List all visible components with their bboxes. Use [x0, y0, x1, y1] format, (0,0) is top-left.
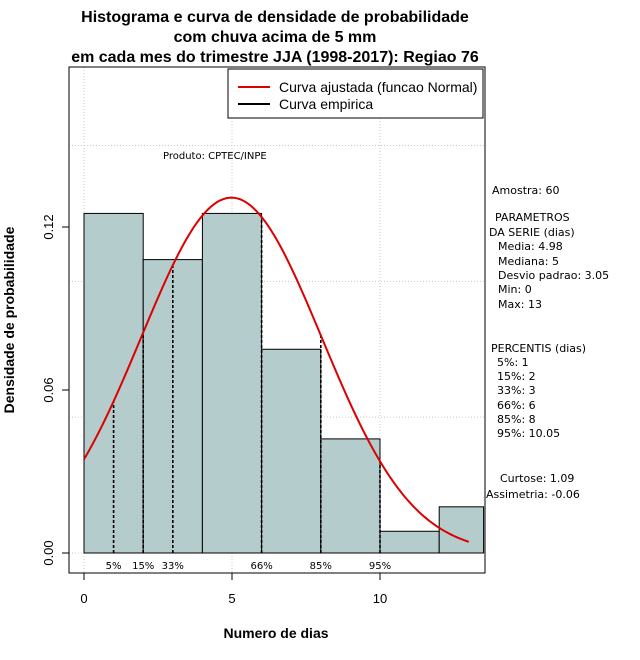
stat-p33: 33%: 3 — [497, 384, 536, 397]
y-tick-label: 0.00 — [41, 540, 56, 565]
histogram-bar — [379, 530, 440, 554]
stat-p66: 66%: 6 — [497, 399, 536, 412]
stat-p85: 85%: 8 — [497, 413, 536, 426]
percentile-label: 85% — [310, 561, 332, 572]
title-line-3: em cada mes do trimestre JJA (1998-2017)… — [71, 49, 479, 66]
title-line-1: Histograma e curva de densidade de proba… — [81, 9, 469, 26]
x-tick-label: 10 — [373, 591, 387, 606]
stat-p5: 5%: 1 — [497, 356, 529, 369]
x-axis-label: Numero de dias — [223, 625, 328, 641]
y-axis: 0.00 0.06 0.12 — [41, 214, 70, 566]
x-tick-label: 5 — [228, 591, 235, 606]
histogram-bar — [438, 506, 485, 554]
histogram-bar — [261, 348, 322, 554]
x-tick-label: 0 — [80, 591, 87, 606]
legend-label-empirical: Curva empirica — [279, 96, 373, 112]
stat-p95: 95%: 10.05 — [497, 427, 560, 440]
stat-media: Media: 4.98 — [498, 240, 563, 253]
stat-amostra: Amostra: 60 — [492, 184, 559, 197]
source-note: Produto: CPTEC/INPE — [163, 151, 267, 162]
percentile-label: 66% — [250, 561, 272, 572]
stat-params-header-2: DA SERIE (dias) — [489, 226, 575, 239]
y-tick-label: 0.06 — [41, 377, 56, 402]
percentile-markers: 5% 15% 33% 66% 85% 95% — [106, 216, 391, 572]
histogram-bar — [320, 438, 381, 554]
percentile-label: 33% — [162, 561, 184, 572]
x-axis: 0 5 10 — [80, 572, 387, 606]
stat-min: Min: 0 — [498, 283, 532, 296]
title-line-2: com chuva acima de 5 mm — [174, 29, 377, 46]
y-tick-label: 0.12 — [41, 214, 56, 239]
percentile-label: 5% — [106, 561, 122, 572]
stat-max: Max: 13 — [498, 298, 542, 311]
stat-curtose: Curtose: 1.09 — [500, 472, 574, 485]
percentile-label: 95% — [369, 561, 391, 572]
legend: Curva ajustada (funcao Normal) Curva emp… — [227, 68, 484, 119]
legend-label-normal: Curva ajustada (funcao Normal) — [279, 79, 477, 95]
percentile-label: 15% — [132, 561, 154, 572]
stat-desvio: Desvio padrao: 3.05 — [498, 269, 609, 282]
histogram-bars — [83, 212, 485, 554]
stat-assimetria: Assimetria: -0.06 — [486, 488, 580, 501]
histogram-bar — [201, 212, 263, 554]
chart-title: Histograma e curva de densidade de proba… — [71, 9, 479, 66]
stat-mediana: Mediana: 5 — [498, 255, 559, 268]
stats-panel: Amostra: 60 PARAMETROS DA SERIE (dias) M… — [486, 184, 609, 501]
normal-curve — [83, 196, 470, 543]
stat-params-header-1: PARAMETROS — [495, 211, 570, 224]
stat-percentis-header: PERCENTIS (dias) — [491, 342, 586, 355]
stat-p15: 15%: 2 — [497, 370, 536, 383]
legend-box — [227, 68, 484, 119]
y-axis-label: Densidade de probabilidade — [1, 226, 17, 413]
